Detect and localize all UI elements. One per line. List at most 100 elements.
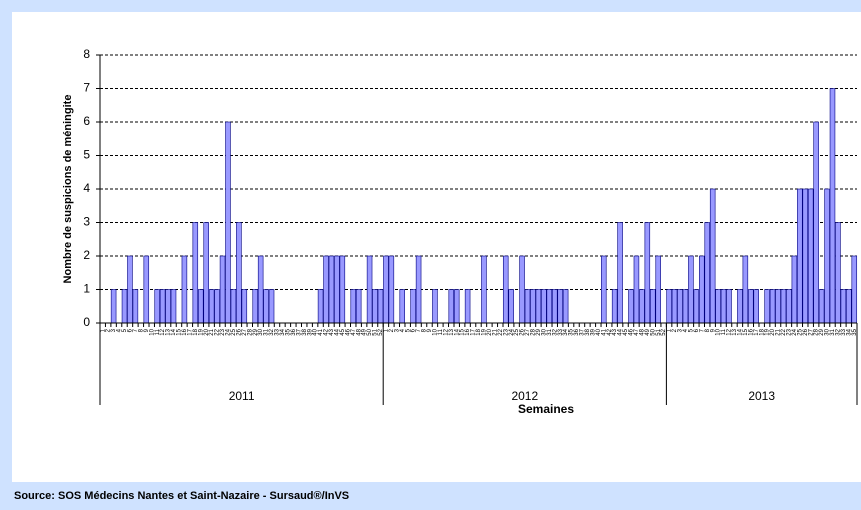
x-tick-label: 5 — [688, 328, 694, 332]
x-tick-label: 24 — [509, 328, 515, 335]
bar — [688, 255, 694, 324]
x-tick-label: 23 — [787, 328, 793, 335]
bar — [807, 188, 814, 324]
x-tick-label: 2 — [672, 328, 678, 332]
bar — [110, 289, 117, 324]
x-tick-label: 26 — [520, 328, 526, 335]
bar — [851, 255, 858, 324]
x-tick-label: 14 — [454, 328, 460, 335]
y-tick-label: 3 — [83, 215, 90, 229]
x-tick-label: 6 — [411, 328, 417, 332]
bar — [225, 121, 231, 324]
bar — [693, 289, 700, 324]
bar — [208, 289, 215, 324]
x-tick-label: 44 — [618, 328, 624, 335]
x-tick-label: 36 — [291, 328, 297, 335]
bar — [764, 289, 770, 324]
x-tick-label: 25 — [231, 328, 237, 335]
x-tick-label: 33 — [558, 328, 564, 335]
bar — [399, 289, 406, 324]
x-tick-label: 13 — [732, 328, 738, 335]
bar — [797, 188, 803, 324]
y-axis-label: Nombre de suspicions de méningite — [62, 95, 74, 284]
x-tick-label: 38 — [302, 328, 308, 335]
bar — [241, 289, 248, 324]
bar — [453, 289, 460, 324]
x-tick-label: 44 — [334, 328, 340, 335]
bar — [546, 289, 553, 324]
bar — [121, 289, 128, 324]
x-tick-label: 43 — [329, 328, 335, 335]
x-tick-label: 45 — [623, 328, 629, 335]
x-tick-label: 25 — [797, 328, 803, 335]
x-tick-label: 10 — [149, 328, 155, 335]
x-tick-label: 42 — [324, 328, 330, 335]
bar — [159, 289, 166, 324]
x-tick-label: 8 — [138, 328, 144, 332]
bar — [769, 289, 776, 324]
x-tick-label: 28 — [247, 328, 253, 335]
bar — [829, 88, 836, 324]
x-tick-label: 2 — [389, 328, 395, 332]
x-tick-label: 21 — [492, 328, 498, 335]
x-tick-label: 24 — [792, 328, 798, 335]
x-tick-label: 51 — [656, 328, 662, 335]
x-tick-label: 1 — [383, 328, 389, 332]
y-tick-label: 7 — [83, 81, 90, 95]
x-tick-label: 21 — [209, 328, 215, 335]
x-tick-label: 9 — [144, 328, 150, 332]
bar — [127, 255, 133, 324]
x-tick-label: 15 — [460, 328, 466, 335]
bar — [655, 255, 661, 324]
x-tick-label: 4 — [683, 328, 689, 332]
bar — [203, 222, 209, 324]
x-tick-label: 8 — [705, 328, 711, 332]
bar — [236, 222, 242, 324]
x-tick-label: 37 — [296, 328, 302, 335]
x-tick-label: 39 — [590, 328, 596, 335]
bar — [432, 289, 438, 324]
x-tick-label: 5 — [122, 328, 128, 332]
chart-panel — [12, 12, 861, 482]
bar — [720, 289, 727, 324]
x-tick-label: 22 — [215, 328, 221, 335]
x-tick-label: 49 — [362, 328, 368, 335]
bar — [541, 289, 547, 324]
x-tick-label: 4 — [117, 328, 123, 332]
x-tick-label: 13 — [449, 328, 455, 335]
x-tick-label: 40 — [596, 328, 602, 335]
x-tick-label: 35 — [569, 328, 575, 335]
bar — [388, 255, 395, 324]
x-tick-label: 19 — [482, 328, 488, 335]
bar — [252, 289, 258, 324]
x-tick-label: 28 — [531, 328, 537, 335]
x-tick-label: 34 — [563, 328, 569, 335]
x-tick-label: 33 — [275, 328, 281, 335]
x-tick-label: 7 — [699, 328, 705, 332]
x-tick-label: 3 — [678, 328, 684, 332]
x-tick-label: 15 — [743, 328, 749, 335]
x-tick-label: 41 — [318, 328, 324, 335]
x-tick-label: 4 — [400, 328, 406, 332]
bar — [780, 289, 787, 324]
x-tick-label: 37 — [580, 328, 586, 335]
y-tick-label: 5 — [83, 148, 90, 162]
bar — [170, 289, 177, 324]
bar — [448, 289, 455, 324]
bar — [786, 289, 792, 324]
bar — [742, 255, 749, 324]
x-tick-label: 18 — [193, 328, 199, 335]
x-tick-label: 1 — [667, 328, 673, 332]
x-tick-label: 20 — [487, 328, 493, 335]
x-tick-label: 46 — [629, 328, 635, 335]
bar — [726, 289, 732, 324]
x-tick-label: 41 — [601, 328, 607, 335]
bar — [154, 289, 160, 324]
x-tick-label: 9 — [427, 328, 433, 332]
bar — [350, 289, 356, 324]
bar — [639, 289, 645, 324]
bar — [753, 289, 759, 324]
bar — [775, 289, 781, 324]
x-tick-label: 8 — [422, 328, 428, 332]
bar — [628, 289, 634, 324]
